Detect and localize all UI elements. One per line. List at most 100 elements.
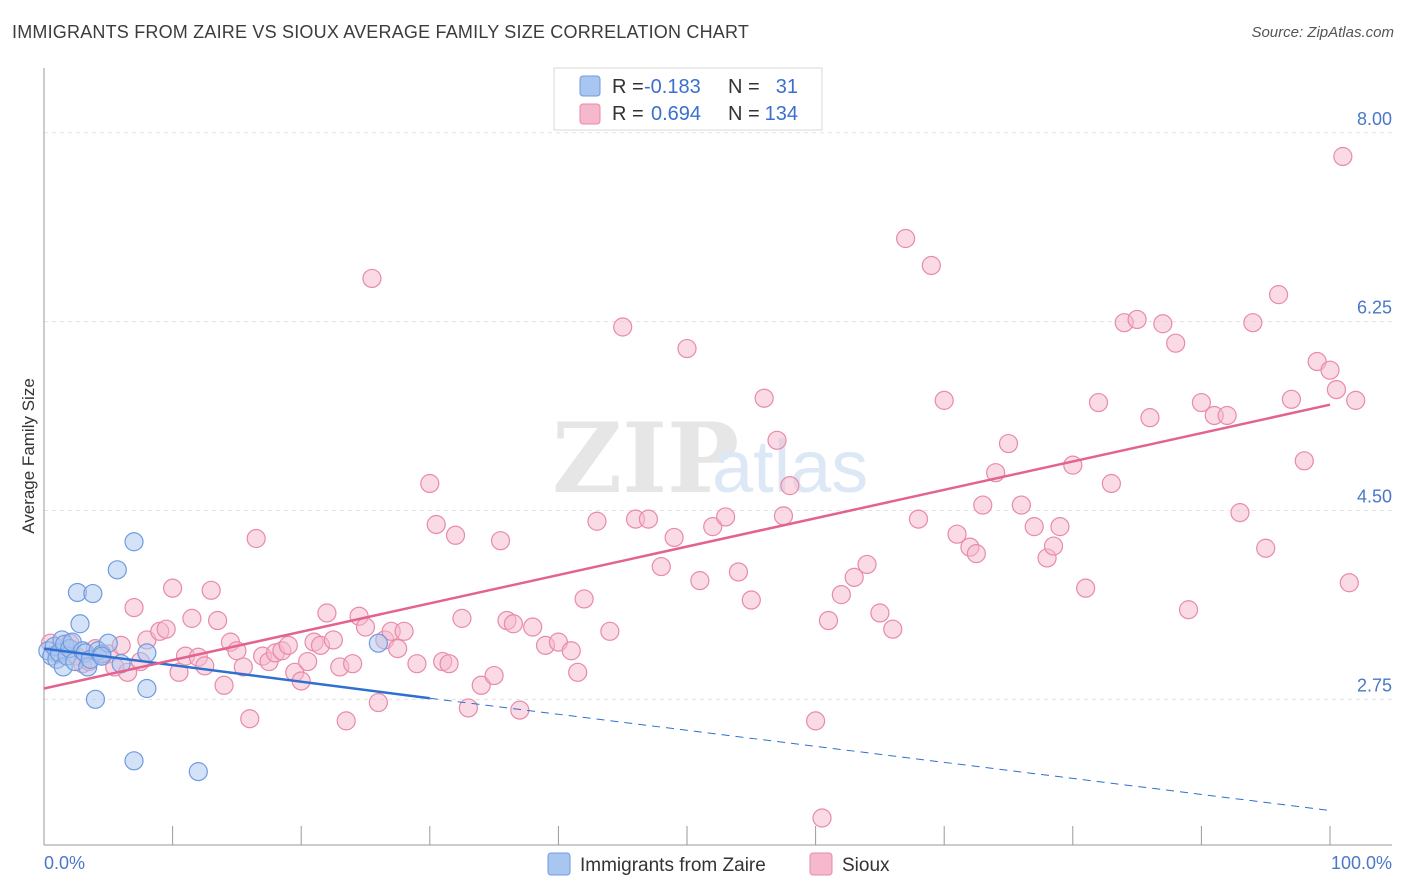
- zaire-trend-line: [43, 647, 430, 700]
- y-tick-label-1: 4.50: [1357, 486, 1392, 506]
- sioux-point: [1191, 392, 1212, 413]
- sioux-point: [690, 571, 710, 591]
- zaire-point: [83, 583, 103, 604]
- y-tick-label-3: 8.00: [1357, 109, 1392, 129]
- sioux-point: [471, 675, 491, 695]
- zaire-points: [38, 532, 388, 782]
- zaire-point: [188, 762, 208, 782]
- sioux-point: [998, 433, 1019, 454]
- sioux-point: [677, 338, 697, 359]
- sioux-point: [812, 808, 832, 828]
- sioux-points: [40, 146, 1366, 828]
- sioux-point: [883, 619, 903, 639]
- sioux-point: [458, 698, 478, 718]
- sioux-point: [773, 506, 794, 526]
- sioux-point: [1101, 473, 1121, 494]
- sioux-point: [818, 610, 839, 631]
- legend-n-value-zaire: 31: [776, 76, 798, 98]
- sioux-point: [214, 675, 234, 695]
- legend-r-value-sioux: 0.694: [651, 103, 701, 125]
- zaire-point: [137, 678, 157, 699]
- sioux-point: [754, 388, 774, 408]
- sioux-point: [240, 709, 260, 729]
- sioux-point: [1346, 390, 1366, 410]
- sioux-point: [484, 665, 504, 686]
- bottom-legend-label-sioux: Sioux: [842, 855, 890, 876]
- source-label: Source: ZipAtlas.com: [1251, 24, 1394, 41]
- sioux-point: [1050, 517, 1070, 537]
- sioux-point: [947, 524, 967, 544]
- sioux-point: [1076, 578, 1096, 598]
- bottom-legend-label-zaire: Immigrants from Zaire: [580, 855, 766, 876]
- bottom-legend-swatch-sioux: [809, 852, 833, 876]
- legend-n-value-sioux: 134: [765, 103, 798, 125]
- sioux-point: [1333, 146, 1353, 167]
- sioux-point: [966, 544, 986, 564]
- sioux-point: [323, 630, 343, 650]
- legend-r-label-zaire: R =: [612, 76, 644, 98]
- y-tick-labels: 2.75 4.50 6.25 8.00: [1357, 109, 1392, 696]
- sioux-point: [124, 597, 144, 618]
- watermark: ZIP atlas: [552, 402, 868, 515]
- sioux-point: [1268, 285, 1289, 305]
- sioux-point: [490, 531, 511, 551]
- sioux-point: [1294, 451, 1314, 471]
- sioux-point: [934, 390, 954, 410]
- sioux-point: [1127, 309, 1147, 330]
- sioux-point: [1166, 333, 1186, 353]
- bottom-legend-swatch-zaire: [547, 852, 571, 876]
- legend-r-value-zaire: -0.183: [644, 76, 701, 98]
- zaire-point: [124, 532, 144, 552]
- zaire-point: [107, 560, 127, 580]
- y-tick-label-2: 6.25: [1357, 298, 1392, 318]
- sioux-point: [1024, 517, 1044, 537]
- sioux-point: [1140, 408, 1160, 428]
- sioux-point: [368, 692, 388, 713]
- sioux-point: [278, 635, 298, 655]
- trend-lines: [43, 403, 1331, 811]
- sioux-point: [343, 654, 363, 674]
- sioux-point: [336, 711, 356, 731]
- sioux-point: [510, 700, 530, 720]
- sioux-point: [169, 662, 189, 682]
- sioux-point: [1230, 503, 1250, 523]
- sioux-point: [208, 610, 228, 631]
- legend-swatch-zaire: [579, 75, 601, 97]
- sioux-point: [233, 657, 253, 677]
- legend-swatch-sioux: [579, 103, 601, 125]
- sioux-point: [298, 651, 318, 672]
- sioux-point: [574, 589, 594, 609]
- sioux-point: [600, 621, 620, 641]
- sioux-point: [1088, 392, 1109, 413]
- sioux-point: [1243, 313, 1263, 333]
- sioux-point: [780, 476, 800, 496]
- legend: R = -0.183 N = 31 R = 0.694 N = 134: [553, 67, 823, 131]
- sioux-point: [420, 473, 440, 494]
- sioux-point: [857, 554, 877, 575]
- sioux-point: [728, 562, 749, 582]
- sioux-point: [651, 556, 671, 577]
- sioux-point: [452, 608, 472, 628]
- zaire-point: [85, 689, 106, 709]
- sioux-point: [445, 525, 466, 545]
- sioux-point: [163, 578, 183, 598]
- sioux-point: [1011, 495, 1031, 515]
- sioux-point: [317, 603, 337, 623]
- zaire-trend-extension: [429, 697, 1331, 811]
- sioux-point: [870, 603, 890, 623]
- zaire-point: [368, 633, 388, 653]
- watermark-zip: ZIP: [552, 402, 739, 515]
- x-ticks: [172, 826, 1331, 845]
- sioux-point: [1326, 379, 1347, 400]
- sioux-point: [1217, 405, 1237, 426]
- sioux-point: [973, 495, 993, 515]
- sioux-point: [1153, 314, 1173, 334]
- sioux-point: [1043, 536, 1064, 556]
- legend-n-label-sioux: N =: [728, 103, 760, 125]
- sioux-point: [1256, 538, 1276, 558]
- sioux-point: [561, 641, 581, 661]
- sioux-point: [767, 430, 787, 450]
- sioux-point: [1178, 600, 1199, 620]
- y-tick-label-0: 2.75: [1357, 675, 1392, 695]
